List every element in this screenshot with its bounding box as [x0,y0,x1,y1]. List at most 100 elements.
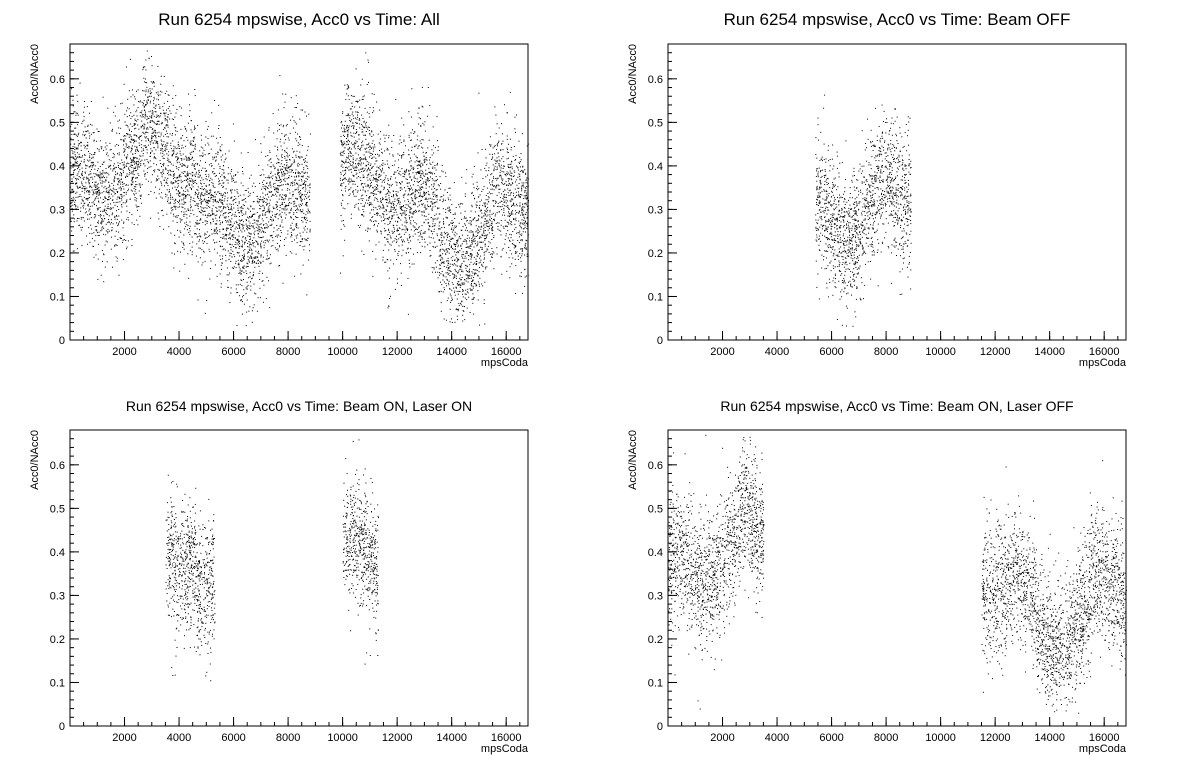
data-point [460,229,462,231]
data-point [167,116,169,118]
data-point [348,157,349,159]
data-point [215,228,217,230]
data-point [414,190,416,192]
data-point [279,141,281,143]
data-point [259,229,261,231]
data-point [212,184,214,186]
data-point [447,207,448,209]
data-point [134,140,136,142]
data-point [457,308,458,310]
data-point [182,173,184,174]
data-point [130,173,132,174]
data-point [245,266,247,268]
data-point [96,225,98,227]
data-point [233,222,235,224]
data-point [393,212,395,213]
data-point [281,180,282,182]
data-point [490,145,492,147]
data-point [81,122,83,124]
data-point [151,174,153,176]
data-point [177,147,179,149]
data-point [308,210,309,212]
data-point [90,165,92,167]
data-point [102,171,104,173]
data-point [519,176,521,177]
data-point [271,237,273,239]
data-point [122,183,124,185]
data-point [110,209,112,210]
data-point [197,173,199,175]
data-point [85,176,87,178]
data-point [171,155,173,157]
data-point [229,252,231,254]
data-point [426,164,428,166]
data-point [71,123,73,125]
data-point [472,293,474,295]
data-point [168,106,170,108]
data-point [72,105,74,107]
data-point [369,156,370,158]
data-point [305,222,307,224]
data-point [184,208,186,210]
data-point [267,208,269,210]
data-point [173,200,175,202]
data-point [126,158,128,160]
data-point [208,199,210,201]
data-point [501,182,503,183]
data-point [251,214,253,216]
data-point [87,214,89,216]
data-point [353,193,354,195]
data-point [264,228,266,229]
data-point [231,215,233,217]
data-point [268,206,270,208]
data-point [135,181,137,183]
data-point [182,199,184,201]
data-point [225,260,227,262]
data-point [453,233,455,235]
data-point [194,233,195,235]
data-point [292,185,294,187]
data-point [187,179,189,180]
data-point [112,170,114,172]
data-point [122,227,124,229]
data-point [189,177,190,179]
data-point [205,178,207,180]
data-point [226,203,228,205]
data-point [368,146,370,148]
data-point [200,155,202,157]
data-point [305,214,307,216]
data-point [378,142,380,144]
data-point [401,224,403,226]
data-point [254,246,256,248]
data-point [297,173,299,175]
data-point [276,162,278,164]
data-point [135,135,137,136]
data-point [123,167,125,169]
data-point [253,208,255,210]
data-point [362,125,363,127]
data-point [73,111,75,113]
data-point [287,156,289,158]
data-point [181,163,183,165]
data-point [139,215,141,217]
data-point [70,205,72,207]
data-point [448,267,450,268]
data-point [89,170,91,172]
data-point [503,202,505,203]
data-point [135,192,137,194]
data-point [279,210,281,212]
data-point [208,200,210,202]
data-point [233,246,235,247]
data-point [442,171,444,173]
data-point [95,189,97,190]
data-point [259,199,261,200]
data-point [303,198,305,200]
data-point [163,228,165,230]
data-point [422,232,424,234]
data-point [161,192,163,194]
data-point [204,194,206,196]
data-point [198,176,200,178]
data-point [194,95,196,97]
data-point [229,232,231,234]
data-point [199,200,201,201]
